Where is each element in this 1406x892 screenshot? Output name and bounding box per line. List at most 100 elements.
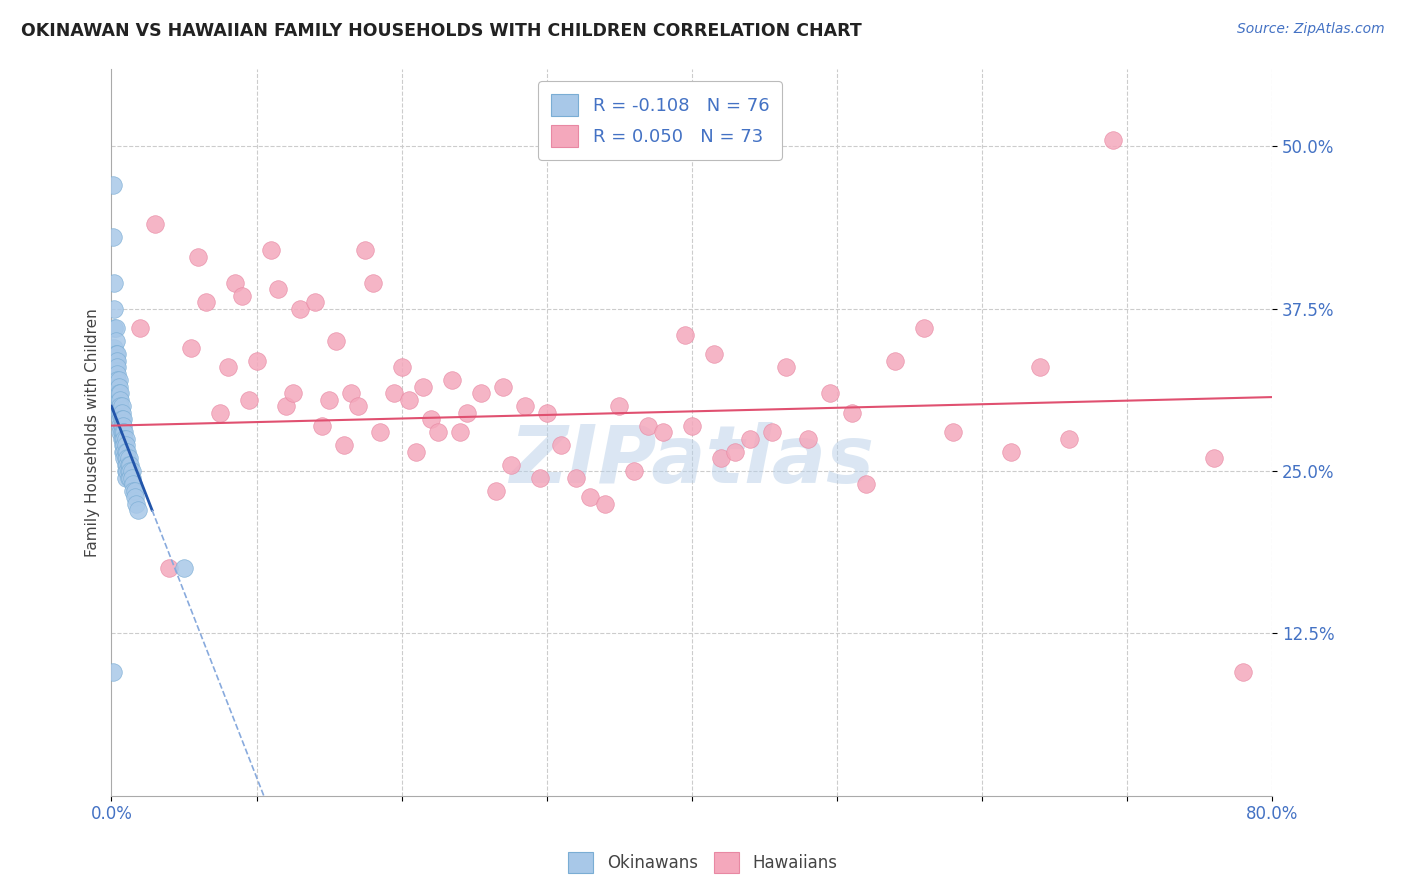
Point [623,464,645,478]
Point [118,451,141,466]
Point [579,490,602,504]
Point [637,418,659,433]
Point [101,230,124,244]
Point [187,250,209,264]
Point [513,399,536,413]
Point [115,458,138,472]
Point [304,295,326,310]
Point [110,412,132,426]
Point [118,470,141,484]
Point [107,392,129,407]
Point [121,464,143,478]
Point [325,334,347,349]
Point [281,386,304,401]
Text: OKINAWAN VS HAWAIIAN FAMILY HOUSEHOLDS WITH CHILDREN CORRELATION CHART: OKINAWAN VS HAWAIIAN FAMILY HOUSEHOLDS W… [21,22,862,40]
Point [117,451,139,466]
Point [529,470,551,484]
Point [122,477,145,491]
Point [274,399,297,413]
Text: ZIPatlas: ZIPatlas [509,422,875,500]
Point [1232,665,1254,680]
Point [449,425,471,439]
Point [224,276,246,290]
Point [103,321,125,335]
Point [114,425,136,439]
Point [884,353,907,368]
Point [368,425,391,439]
Point [104,347,127,361]
Point [238,392,260,407]
Point [114,451,136,466]
Point [724,444,747,458]
Point [499,458,522,472]
Point [565,470,588,484]
Point [101,178,124,193]
Point [105,360,128,375]
Point [110,425,132,439]
Point [111,444,134,458]
Point [105,386,128,401]
Point [104,360,127,375]
Point [120,464,142,478]
Point [231,289,253,303]
Point [703,347,725,361]
Point [107,399,129,413]
Point [122,483,145,498]
Point [456,406,478,420]
Point [347,399,370,413]
Point [111,412,134,426]
Point [217,360,239,375]
Point [912,321,935,335]
Point [173,561,195,575]
Point [117,464,139,478]
Point [332,438,354,452]
Point [419,412,441,426]
Point [115,470,138,484]
Point [110,418,132,433]
Point [120,458,142,472]
Point [110,399,132,413]
Point [111,432,134,446]
Point [384,386,406,401]
Point [107,386,129,401]
Point [194,295,217,310]
Point [103,301,125,316]
Point [426,425,449,439]
Point [108,399,131,413]
Point [267,282,290,296]
Point [492,380,515,394]
Point [354,244,377,258]
Point [651,425,673,439]
Y-axis label: Family Households with Children: Family Households with Children [86,308,100,557]
Point [405,444,427,458]
Point [609,399,631,413]
Point [111,425,134,439]
Point [536,406,558,420]
Point [311,418,333,433]
Point [104,321,127,335]
Point [105,367,128,381]
Point [104,334,127,349]
Legend: R = -0.108   N = 76, R = 0.050   N = 73: R = -0.108 N = 76, R = 0.050 N = 73 [538,81,782,160]
Point [485,483,508,498]
Point [412,380,434,394]
Point [107,406,129,420]
Point [942,425,965,439]
Point [260,244,283,258]
Point [340,386,363,401]
Point [108,418,131,433]
Point [180,341,202,355]
Point [1057,432,1080,446]
Point [361,276,384,290]
Point [470,386,492,401]
Point [761,425,783,439]
Point [1000,444,1022,458]
Point [129,321,152,335]
Point [114,444,136,458]
Point [775,360,797,375]
Point [673,327,696,342]
Point [115,451,138,466]
Point [108,386,131,401]
Point [398,392,420,407]
Point [550,438,572,452]
